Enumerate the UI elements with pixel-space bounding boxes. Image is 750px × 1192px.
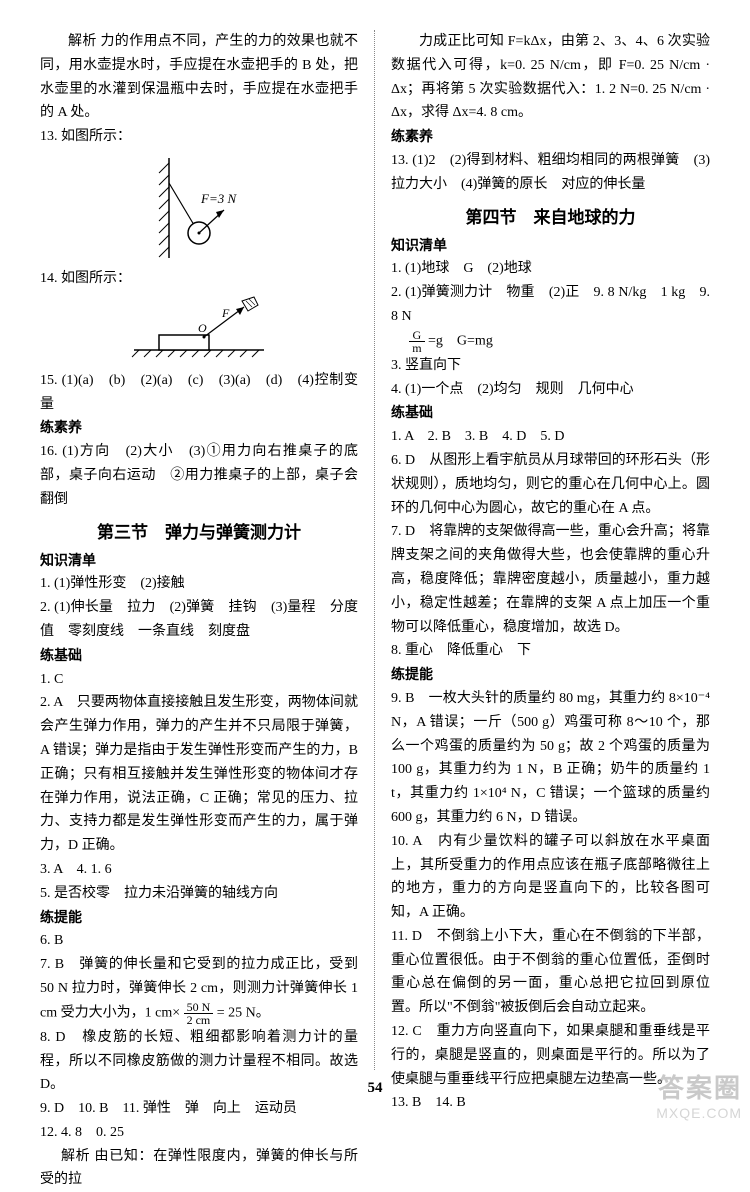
t8: 8. D 橡皮筋的长短、粗细都影响着测力计的量程，所以不同橡皮筋做的测力计量程不… [40,1026,358,1097]
t7: 7. B 弹簧的伸长量和它受到的拉力成正比，受到 50 N 拉力时，弹簧伸长 2… [40,953,358,1026]
r-t9: 9. B 一枚大头针的质量约 80 mg，其重力约 8×10⁻⁴ N，A 错误；… [391,687,710,830]
zhishi-qingdan-heading-r: 知识清单 [391,234,710,258]
cont-text: 力成正比可知 F=kΔx，由第 2、3、4、6 次实验数据代入可得，k=0. 2… [391,30,710,125]
t12-analysis: 解析 由已知：在弹性限度内，弹簧的伸长与所受的拉 [40,1145,358,1192]
r-t10: 10. A 内有少量饮料的罐子可以斜放在水平桌面上，其所受重力的作用点应该在瓶子… [391,830,710,925]
q13-label: 13. 如图所示： [40,125,358,149]
q14-label: 14. 如图所示： [40,267,358,291]
analysis-text: 解析 力的作用点不同，产生的力的效果也就不同，用水壶提水时，手应提在水壶把手的 … [40,30,358,125]
figure-1: F=3 N [40,153,358,263]
t7-den: 2 cm [184,1014,214,1026]
watermark-line2: MXQE.COM [656,1105,742,1121]
watermark-line1: 答案圈 [656,1068,742,1105]
z2-fraction: G m [409,329,424,354]
q15: 15. (1)(a) (b) (2)(a) (c) (3)(a) (d) (4)… [40,369,358,417]
q16: 16. (1)方向 (2)大小 (3)①用力向右推桌子的底部，桌子向右运动 ②用… [40,440,358,511]
z2b-text: =g G=mg [428,333,493,348]
lian-jichu-heading-r: 练基础 [391,401,710,425]
lian-jichu-heading: 练基础 [40,644,358,668]
b1: 1. C [40,668,358,692]
r-z2: 2. (1)弹簧测力计 物重 (2)正 9. 8 N/kg 1 kg 9. 8 … [391,281,710,329]
r-b7: 7. D 将靠牌的支架做得高一些，重心会升高；将靠牌支架之间的夹角做得大些，也会… [391,520,710,639]
z1: 1. (1)弹性形变 (2)接触 [40,572,358,596]
z2-num: G [409,329,424,342]
r-z4: 4. (1)一个点 (2)均匀 规则 几何中心 [391,378,710,402]
t7-num: 50 N [184,1001,214,1014]
zhishi-qingdan-heading: 知识清单 [40,549,358,573]
figure-2: O F [40,295,358,365]
r-b8: 8. 重心 降低重心 下 [391,639,710,663]
lian-tineng-heading-r: 练提能 [391,663,710,687]
r-b6: 6. D 从图形上看宇航员从月球带回的环形石头（形状规则），质地均匀，则它的重心… [391,449,710,520]
b2: 2. A 只要两物体直接接触且发生形变，两物体间就会产生弹力作用，弹力的产生并不… [40,691,358,858]
t7-fraction: 50 N 2 cm [184,1001,214,1026]
figure2-f: F [221,306,230,320]
r-q13: 13. (1)2 (2)得到材料、粗细均相同的两根弹簧 (3)拉力大小 (4)弹… [391,149,710,197]
t6: 6. B [40,929,358,953]
r-z2b: G m =g G=mg [391,329,710,354]
b5: 5. 是否校零 拉力未沿弹簧的轴线方向 [40,882,358,906]
b3: 3. A 4. 1. 6 [40,858,358,882]
two-column-layout: 解析 力的作用点不同，产生的力的效果也就不同，用水壶提水时，手应提在水壶把手的 … [30,30,720,1070]
lian-tineng-heading: 练提能 [40,906,358,930]
lian-suyang-heading-r: 练素养 [391,125,710,149]
t9: 9. D 10. B 11. 弹性 弹 向上 运动员 [40,1097,358,1121]
figure1-force-label: F=3 N [200,191,237,206]
r-b1: 1. A 2. B 3. B 4. D 5. D [391,425,710,449]
r-t11: 11. D 不倒翁上小下大，重心在不倒翁的下半部，重心位置很低。由于不倒翁的重心… [391,925,710,1020]
section-4-title: 第四节 来自地球的力 [391,203,710,228]
t7-text-b: = 25 N。 [217,1005,270,1020]
right-column: 力成正比可知 F=kΔx，由第 2、3、4、6 次实验数据代入可得，k=0. 2… [375,30,720,1070]
left-column: 解析 力的作用点不同，产生的力的效果也就不同，用水壶提水时，手应提在水壶把手的 … [30,30,375,1070]
section-3-title: 第三节 弹力与弹簧测力计 [40,518,358,543]
z2-den: m [409,342,424,354]
r-z1: 1. (1)地球 G (2)地球 [391,257,710,281]
watermark: 答案圈 MXQE.COM [656,1068,742,1121]
figure2-o: O [198,321,207,335]
t12: 12. 4. 8 0. 25 [40,1121,358,1145]
r-z3: 3. 竖直向下 [391,354,710,378]
lian-suyang-heading: 练素养 [40,416,358,440]
z2: 2. (1)伸长量 拉力 (2)弹簧 挂钩 (3)量程 分度值 零刻度线 一条直… [40,596,358,644]
